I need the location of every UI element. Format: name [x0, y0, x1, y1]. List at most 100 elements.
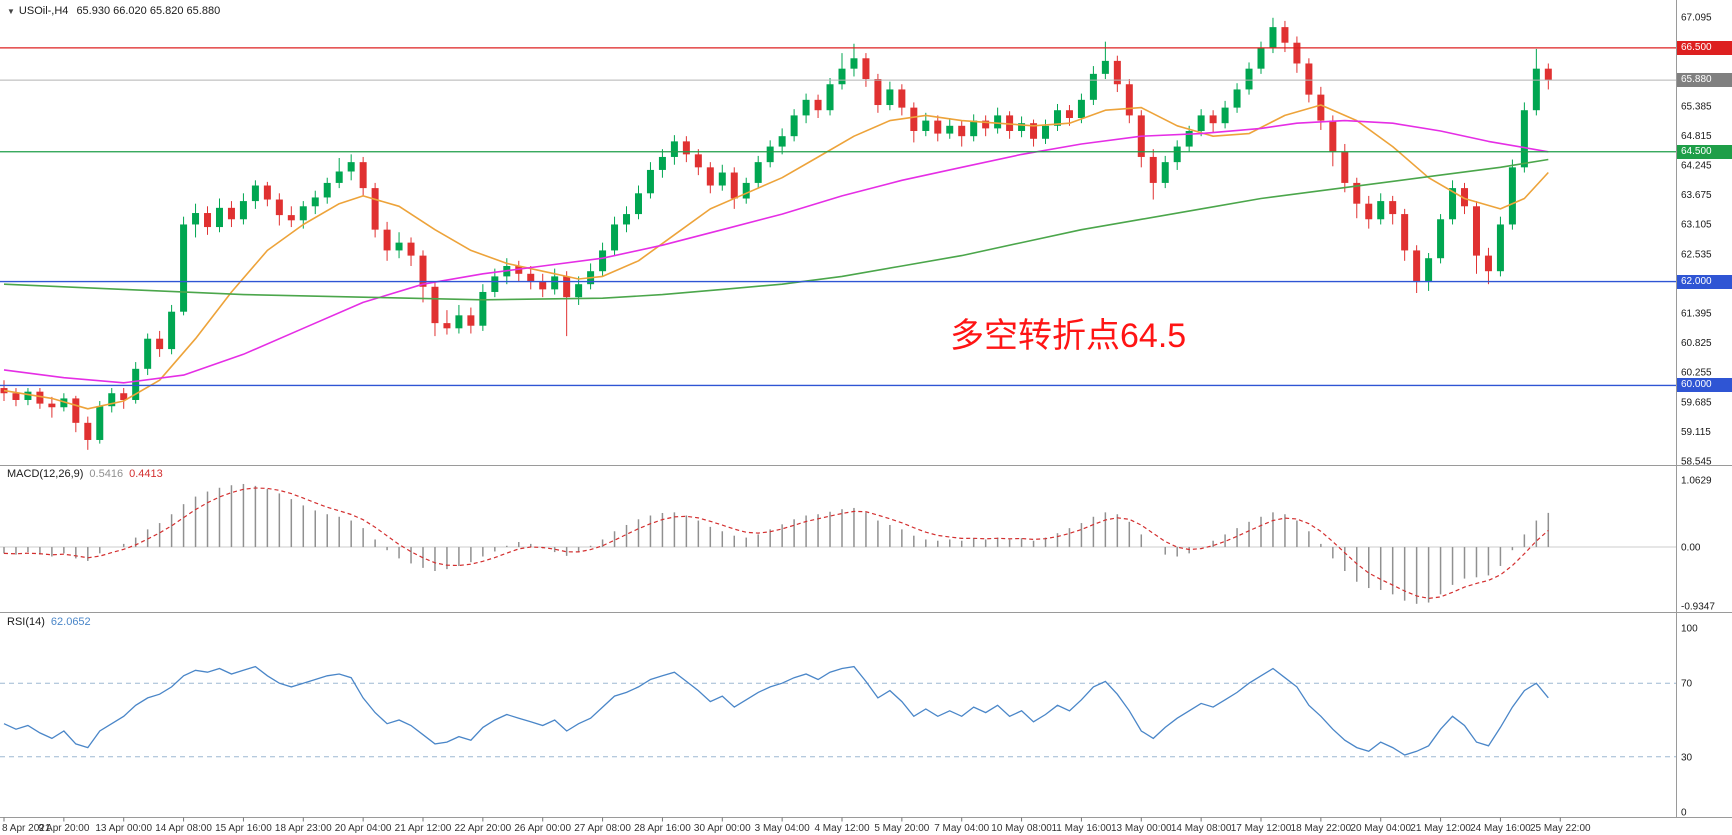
price-axis-label: 65.385: [1681, 101, 1712, 112]
price-axis-label: 60.255: [1681, 368, 1712, 379]
price-axis-label: 62.535: [1681, 249, 1712, 260]
candle: [599, 250, 607, 272]
candle: [730, 172, 738, 199]
candle: [718, 172, 726, 186]
macd-histogram: [0, 483, 1676, 604]
candle: [670, 141, 678, 157]
candle: [1377, 201, 1385, 220]
time-axis-label: 8 Apr 2021: [2, 823, 51, 834]
candle: [634, 193, 642, 215]
candle: [994, 115, 1002, 129]
candle: [934, 120, 942, 134]
candle: [323, 182, 331, 198]
candle: [36, 391, 44, 404]
candle: [1030, 123, 1038, 139]
time-axis-label: 17 May 12:00: [1231, 823, 1292, 834]
time-axis-label: 24 May 16:00: [1470, 823, 1531, 834]
candle: [898, 89, 906, 108]
candle: [144, 338, 152, 369]
time-axis-label: 22 Apr 20:00: [454, 823, 511, 834]
candle: [1185, 130, 1193, 147]
price-axis-label: 61.395: [1681, 309, 1712, 320]
macd-indicator-label: MACD(12,26,9) 0.5416 0.4413: [7, 468, 163, 480]
candle: [1449, 188, 1457, 220]
candle: [383, 229, 391, 251]
candle: [1329, 120, 1337, 152]
candle: [1413, 250, 1421, 282]
candle: [1389, 201, 1397, 215]
macd-name: MACD(12,26,9): [7, 468, 84, 480]
candle: [1042, 125, 1050, 139]
annotation-text[interactable]: 多空转折点64.5: [950, 317, 1187, 355]
candle: [204, 213, 212, 228]
current-price-badge: 65.880: [1677, 73, 1732, 88]
price-badge-66.500: 66.500: [1677, 40, 1732, 55]
candle: [443, 323, 451, 329]
candle: [563, 276, 571, 298]
ohlc-readout: 65.930 66.020 65.820 65.880: [76, 5, 221, 17]
candle: [742, 182, 750, 199]
candle: [1293, 42, 1301, 64]
candle: [1089, 73, 1097, 100]
candle: [431, 286, 439, 324]
price-badge-62.000: 62.000: [1677, 274, 1732, 289]
candle: [1018, 123, 1026, 131]
time-axis-label: 18 Apr 23:00: [275, 823, 332, 834]
rsi-axis-label: 70: [1681, 679, 1693, 690]
candle: [455, 315, 463, 329]
time-axis-label: 4 May 12:00: [814, 823, 869, 834]
candle: [467, 315, 475, 326]
price-axis-label: 60.825: [1681, 338, 1712, 349]
candle: [24, 391, 32, 400]
candle: [1496, 224, 1504, 272]
candle: [1484, 255, 1492, 272]
candle: [982, 120, 990, 129]
candle: [335, 171, 343, 183]
candle: [108, 393, 116, 407]
candle: [1461, 188, 1469, 207]
candle: [275, 199, 283, 216]
candle: [874, 79, 882, 106]
candle: [479, 291, 487, 326]
candle: [646, 169, 654, 194]
price-axis-label: 64.245: [1681, 161, 1712, 172]
candle: [1113, 60, 1121, 85]
candle: [778, 136, 786, 147]
candle: [1317, 94, 1325, 121]
candle: [1305, 63, 1313, 95]
rsi-axis-label: 0: [1681, 808, 1687, 819]
candle: [1245, 68, 1253, 90]
candle: [1437, 219, 1445, 259]
collapse-icon[interactable]: ▼: [7, 7, 15, 16]
candle: [156, 338, 164, 350]
candle: [1425, 258, 1433, 282]
candle: [120, 393, 128, 400]
candle: [371, 188, 379, 230]
candle: [1544, 68, 1552, 81]
price-axis-label: 67.095: [1681, 13, 1712, 24]
candle: [1472, 206, 1480, 256]
candle: [706, 167, 714, 186]
macd-signal-value: 0.4413: [129, 468, 163, 480]
price-badge-64.500: 64.500: [1677, 144, 1732, 159]
macd-axis-label: 1.0629: [1681, 476, 1712, 487]
candle: [946, 125, 954, 134]
candle: [359, 162, 367, 189]
price-axis[interactable]: 67.095 65.385 64.815 64.245 63.675 63.105 62.5…: [1681, 13, 1712, 468]
candle: [970, 120, 978, 137]
price-axis-label: 63.105: [1681, 220, 1712, 231]
candle: [227, 207, 235, 220]
candle: [611, 224, 619, 251]
candle: [790, 115, 798, 137]
time-axis-label: 14 May 08:00: [1171, 823, 1232, 834]
candle: [1221, 107, 1229, 124]
candle: [1520, 110, 1528, 168]
candle: [84, 422, 92, 440]
candle: [1173, 146, 1181, 163]
rsi-panel: 100 70 30 0: [0, 624, 1698, 819]
candlestick-series: [0, 17, 1552, 450]
candle: [1233, 89, 1241, 108]
